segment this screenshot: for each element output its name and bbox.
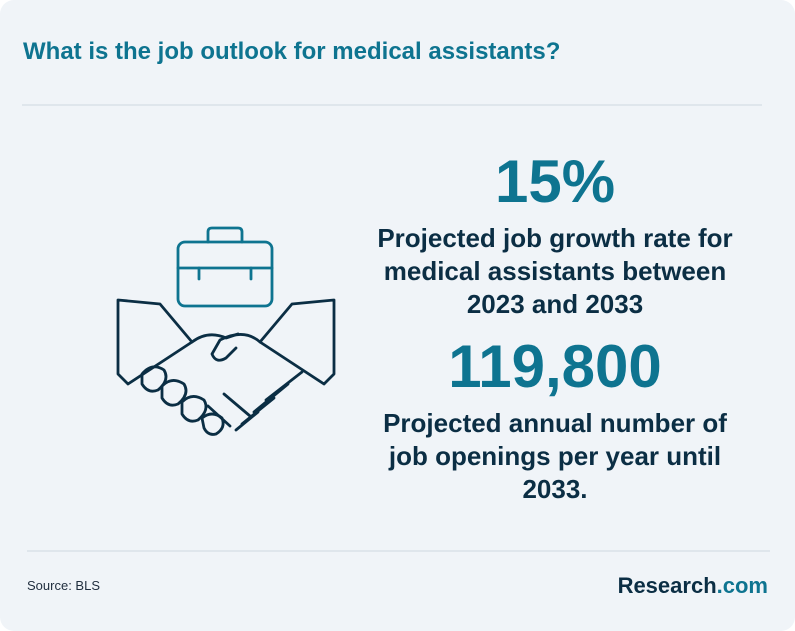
- logo-name: Research: [617, 573, 717, 598]
- stat-growth-rate: 15% Projected job growth rate for medica…: [360, 152, 750, 321]
- stat-value: 119,800: [448, 333, 662, 400]
- briefcase-icon: [176, 226, 274, 308]
- stat-description: Projected job growth rate for medical as…: [377, 223, 733, 319]
- page-title: What is the job outlook for medical assi…: [23, 38, 561, 65]
- top-divider: [22, 104, 762, 106]
- bottom-divider: [27, 550, 770, 552]
- stat-value: 15%: [494, 148, 616, 215]
- brand-logo: Research.com: [618, 573, 768, 599]
- handshake-icon: [116, 298, 336, 436]
- logo-suffix: .com: [716, 573, 768, 598]
- stats-panel: 15% Projected job growth rate for medica…: [360, 152, 750, 506]
- illustration: [116, 226, 336, 436]
- source-note: Source: BLS: [27, 578, 100, 593]
- stat-description: Projected annual number of job openings …: [383, 408, 727, 504]
- stat-job-openings: 119,800 Projected annual number of job o…: [360, 337, 750, 506]
